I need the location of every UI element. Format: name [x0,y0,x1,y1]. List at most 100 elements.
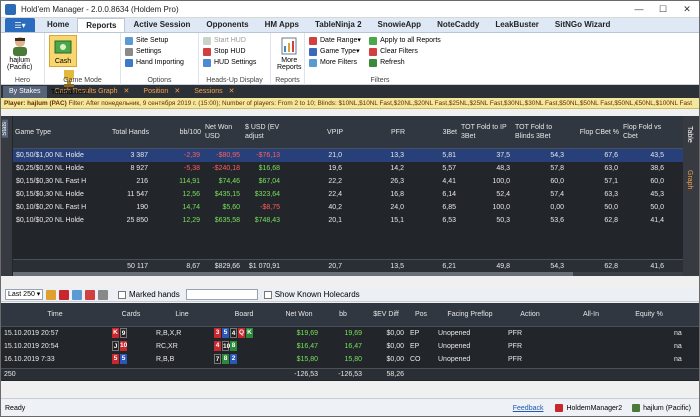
hands-column-header[interactable]: bb [339,310,347,318]
tab-notecaddy[interactable]: NoteCaddy [437,20,480,29]
hands-column-header[interactable] [671,303,699,326]
column-header[interactable]: PFR [391,128,405,136]
doc-tab-position[interactable]: Position ✕ [137,86,186,98]
tab-home[interactable]: Home [47,20,70,29]
export-icon[interactable] [98,289,108,300]
tab-reports[interactable]: Reports [77,18,126,32]
tab-sitngo-wizard[interactable]: SitNGo Wizard [554,20,611,29]
refresh-button[interactable]: Refresh [369,57,441,68]
group-game-mode: Cash Tournament Game Mode [45,33,121,96]
stats-side-tab[interactable]: Stats [1,116,12,276]
hud-settings-button[interactable]: HUD Settings [203,57,256,68]
stakes-row[interactable]: $0,50/$1,00 NL Holde 3 387 -2,39 -$80,95 -$7… [13,149,683,162]
playing-card-icon: 8 [222,354,229,365]
clear-filters-button[interactable]: Clear Filters [369,46,441,57]
file-menu-button[interactable]: ☰▾ [5,18,35,32]
hands-column-header[interactable]: Net Won [285,310,313,318]
column-header[interactable]: bb/100 [179,128,201,136]
close-icon[interactable]: ✕ [683,3,691,14]
hero-button[interactable]: hajlum (Pacific) [5,35,34,72]
hands-column-header[interactable]: Pos [414,310,428,318]
grid-icon[interactable] [72,289,82,300]
doc-tab-by-stakes[interactable]: By Stakes [3,86,47,98]
hand-cell-allin [555,327,627,340]
stakes-row[interactable]: $0,10/$0,20 NL Fast H 190 14,74 $5,60 -$8,75… [13,201,683,214]
stakes-row[interactable]: $0,15/$0,30 NL Holde 11 547 12,56 $435,15 $3… [13,188,683,201]
hands-column-header[interactable]: Equity % [635,310,663,318]
minimize-icon[interactable]: — [634,3,644,14]
marked-hands-checkbox[interactable] [118,290,126,299]
hand-row[interactable]: 16.10.2019 7:33 5 5 R,B,B 7 8 2 $15,80 15,80 $0,0… [1,353,699,366]
hands-column-header[interactable]: Cards [121,310,141,318]
apply-all-reports-button[interactable]: Apply to all Reports [369,35,441,46]
site-setup-button[interactable]: Site Setup [125,35,184,46]
scrollbar-thumb[interactable] [13,272,573,276]
show-known-holecards-checkbox[interactable] [263,290,272,299]
stakes-row[interactable]: $0,25/$0,50 NL Holde 8 927 -5,38 -$240,18 $1… [13,162,683,175]
hands-column-header[interactable]: Board [234,310,254,318]
hand-cell-equity [627,340,671,353]
tab-snowieapp[interactable]: SnowieApp [377,20,422,29]
column-header[interactable]: Flop Fold vs Cbet [623,124,662,140]
column-header[interactable]: Game Type [15,128,52,136]
hand-row[interactable]: 15.10.2019 20:57 K 9 R,B,X,R 3 5 4 Q K $19,69 19,6… [1,327,699,340]
hand-importing-button[interactable]: Hand Importing [125,57,184,68]
chart-icon[interactable] [85,289,95,300]
status-bar: Ready Feedback HoldemManager2 hajlum (Pa… [1,398,699,416]
hand-count-select[interactable]: Last 250 ▾ [5,289,43,300]
column-header[interactable]: 3Bet [442,128,457,136]
hands-column-header[interactable]: Time [47,310,63,318]
prev-icon[interactable] [46,289,56,300]
date-range-button[interactable]: Date Range ▾ [309,35,361,46]
cards-icon[interactable] [59,289,69,300]
column-header[interactable]: VPIP [327,128,343,136]
column-header[interactable]: TOT Fold to Blinds 3Bet [515,124,553,140]
hands-column-header[interactable]: $EV Diff [373,310,399,318]
marked-hands-dropdown[interactable] [185,289,258,300]
column-header[interactable]: Flop CBet % [579,128,619,136]
tab-leakbuster[interactable]: LeakBuster [495,20,539,29]
close-tab-icon[interactable]: ✕ [123,88,130,95]
hand-importing-label: Hand Importing [136,59,184,66]
settings-button[interactable]: Settings [125,46,184,57]
reports-label: Reports [277,64,302,71]
stakes-row[interactable]: $0,15/$0,30 NL Fast H 216 114,91 $74,46 $67,… [13,175,683,188]
tab-tableninja[interactable]: TableNinja 2 [314,20,362,29]
hands-column-header[interactable]: Action [520,310,540,318]
hand-row[interactable]: 15.10.2019 20:54 J 10 RC,XR 4 108 $16,47 16,47 $… [1,340,699,353]
cash-button[interactable]: Cash [49,35,77,67]
maximize-icon[interactable]: ☐ [658,3,668,14]
stakes-cell: 6,85 [442,204,456,211]
more-filters-button[interactable]: More Filters [309,57,361,68]
menu-icon: ☰▾ [14,20,26,30]
table-side-tab[interactable]: Table [686,126,693,143]
start-hud-button[interactable]: Start HUD [203,35,256,46]
close-tab-icon[interactable]: ✕ [174,88,181,95]
settings-label: Settings [136,48,162,55]
hands-column-header[interactable]: All-In [583,310,599,318]
hands-header-row: Time Cards Line Board Net Won bb $EV Diff Pos Fa… [1,303,699,327]
horizontal-scrollbar[interactable] [13,272,683,276]
column-header[interactable]: TOT Fold to IP 3Bet [461,124,507,140]
tournament-button[interactable]: Tournament [49,67,90,97]
tournament-label: Tournament [51,89,88,96]
game-type-button[interactable]: Game Type ▾ [309,46,361,57]
column-header[interactable]: Net Won USD [205,124,233,140]
tab-active-session[interactable]: Active Session [133,20,191,29]
more-reports-button[interactable]: More Reports [275,35,304,72]
stop-hud-button[interactable]: Stop HUD [203,46,256,57]
doc-tab-cash-results-graph[interactable]: Cash Results Graph ✕ [49,86,136,98]
column-header[interactable]: $ USD (EV adjust [245,124,280,140]
hands-column-header[interactable]: Facing Preflop [447,310,493,318]
feedback-link[interactable]: Feedback [512,404,544,412]
graph-side-tab[interactable]: Graph [686,170,693,190]
playing-card-icon: K [112,328,119,339]
close-tab-icon[interactable]: ✕ [228,88,235,95]
stakes-row[interactable]: $0,10/$0,20 NL Holde 25 850 12,29 $635,58 $7… [13,214,683,227]
hands-column-header[interactable]: Line [175,310,189,318]
doc-tab-sessions[interactable]: Sessions ✕ [188,86,240,98]
tab-hm-apps[interactable]: HM Apps [264,20,299,29]
column-header[interactable]: Total Hands [112,128,149,136]
hand-cell-line: RC,XR [156,343,178,350]
tab-opponents[interactable]: Opponents [206,20,249,29]
